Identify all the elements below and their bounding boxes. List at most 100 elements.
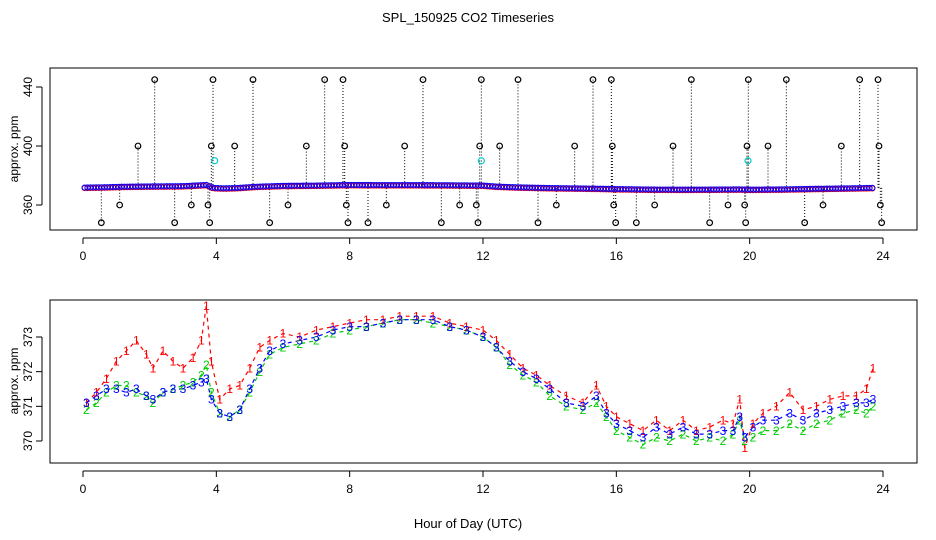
series-mark-2: 2 [170, 382, 177, 396]
series-mark-3: 3 [280, 337, 287, 351]
series-mark-3: 3 [613, 417, 620, 431]
series-mark-3: 3 [216, 406, 223, 420]
top-spike-lines [97, 76, 886, 227]
x-tick-label: 12 [476, 482, 490, 496]
series-mark-2: 2 [626, 431, 633, 445]
series-mark-3: 3 [680, 420, 687, 434]
series-mark-1: 1 [640, 424, 647, 438]
series-mark-3: 3 [533, 372, 540, 386]
series-mark-2: 2 [208, 386, 215, 400]
spike-point [764, 142, 772, 150]
x-tick-label: 16 [610, 482, 624, 496]
series-mark-1: 1 [226, 382, 233, 396]
series-mark-3: 3 [190, 379, 197, 393]
series-mark-3: 3 [520, 365, 527, 379]
series-mark-2: 2 [313, 334, 320, 348]
spike-point [204, 201, 212, 209]
series-mark-2: 2 [730, 427, 737, 441]
series-mark-2: 2 [346, 323, 353, 337]
series-mark-2: 2 [236, 403, 243, 417]
series-mark-2: 2 [666, 434, 673, 448]
x-tick-label: 24 [876, 482, 890, 496]
series-mark-1: 1 [180, 361, 187, 375]
x-tick-label: 20 [743, 482, 757, 496]
series-mark-3: 3 [236, 403, 243, 417]
spike-point [514, 76, 522, 84]
spike-point [742, 219, 750, 227]
series-mark-3: 3 [730, 424, 737, 438]
spike-point [669, 142, 677, 150]
series-mark-1: 1 [246, 361, 253, 375]
series-mark-2: 2 [563, 400, 570, 414]
spike-point [534, 219, 542, 227]
series-mark-3: 3 [580, 400, 587, 414]
series-mark-1: 1 [280, 327, 287, 341]
spike-point [134, 142, 142, 150]
series-mark-2: 2 [160, 386, 167, 400]
series-mark-2: 2 [280, 341, 287, 355]
series-mark-3: 3 [626, 424, 633, 438]
y-tick-label: 372 [21, 361, 35, 381]
spike-point [589, 76, 597, 84]
series-mark-1: 1 [160, 344, 167, 358]
series-mark-3: 3 [736, 410, 743, 424]
series-mark-1: 1 [93, 386, 100, 400]
series-mark-2: 2 [580, 403, 587, 417]
spike-point [706, 219, 714, 227]
series-mark-3: 3 [123, 386, 130, 400]
spike-point [878, 219, 886, 227]
spike-point [231, 142, 239, 150]
series-mark-3: 3 [296, 334, 303, 348]
series-mark-2: 2 [430, 316, 437, 330]
series-mark-2: 2 [190, 375, 197, 389]
spike-point [856, 76, 864, 84]
spike-point [744, 76, 752, 84]
series-mark-1: 1 [236, 379, 243, 393]
spike-point [364, 219, 372, 227]
series-mark-1: 1 [813, 400, 820, 414]
y-tick-label: 400 [21, 136, 35, 156]
series-mark-2: 2 [246, 386, 253, 400]
series-line-1 [85, 305, 874, 449]
series-mark-2: 2 [736, 413, 743, 427]
series-mark-3: 3 [266, 344, 273, 358]
series-mark-2: 2 [380, 316, 387, 330]
series-mark-2: 2 [93, 396, 100, 410]
cyan-point [477, 157, 485, 165]
series-mark-3: 3 [346, 320, 353, 334]
series-mark-1: 1 [208, 354, 215, 368]
series-mark-2: 2 [83, 403, 90, 417]
series-mark-3: 3 [786, 406, 793, 420]
series-mark-3: 3 [563, 396, 570, 410]
series-mark-1: 1 [330, 320, 337, 334]
series-mark-3: 3 [640, 431, 647, 445]
series-mark-1: 1 [593, 379, 600, 393]
series-mark-2: 2 [113, 379, 120, 393]
series-mark-1: 1 [613, 410, 620, 424]
series-mark-2: 2 [840, 406, 847, 420]
bottom-y-axis: 370 371 372 373 [21, 327, 43, 451]
series-mark-2: 2 [256, 365, 263, 379]
series-mark-3: 3 [653, 420, 660, 434]
series-mark-2: 2 [103, 386, 110, 400]
series-mark-2: 2 [480, 330, 487, 344]
series-mark-1: 1 [446, 316, 453, 330]
series-mark-2: 2 [720, 434, 727, 448]
series-mark-1: 1 [853, 389, 860, 403]
series-mark-3: 3 [198, 375, 205, 389]
series-mark-1: 1 [760, 406, 767, 420]
series-mark-3: 3 [863, 396, 870, 410]
series-mark-2: 2 [863, 406, 870, 420]
series-mark-2: 2 [133, 386, 140, 400]
spike-point [302, 142, 310, 150]
spike-point [819, 201, 827, 209]
series-mark-3: 3 [396, 313, 403, 327]
series-mark-3: 3 [463, 323, 470, 337]
series-mark-2: 2 [760, 424, 767, 438]
spike-point [687, 76, 695, 84]
series-mark-1: 1 [870, 361, 877, 375]
series-mark-1: 1 [150, 361, 157, 375]
spike-point [97, 219, 105, 227]
series-mark-1: 1 [296, 330, 303, 344]
